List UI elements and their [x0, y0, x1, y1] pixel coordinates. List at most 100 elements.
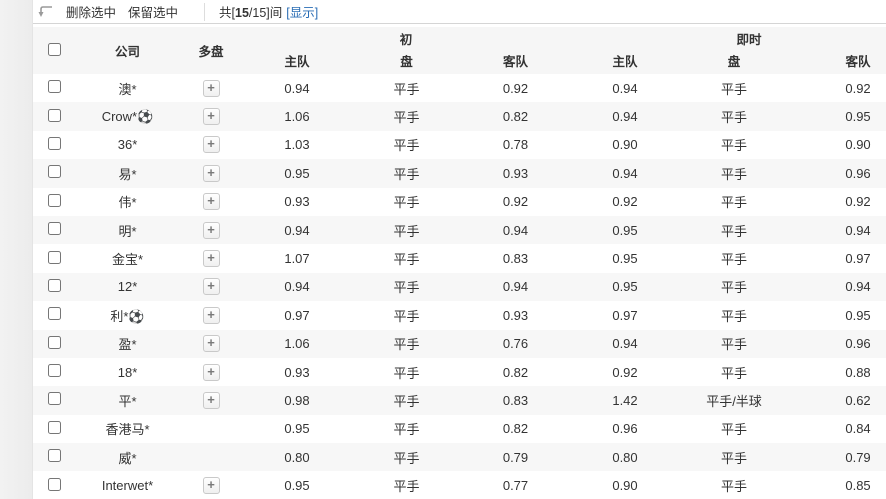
row-checkbox-cell: [33, 74, 75, 102]
row-checkbox-cell: [33, 273, 75, 301]
table-header: 公司 多盘 初 即时 主队 盘 客队 主队 盘 客队: [33, 27, 886, 74]
company-name: 18*: [117, 364, 138, 380]
table-row: 易* +0.95 平手 0.93 0.94 平手 0.96: [33, 159, 886, 188]
row-checkbox[interactable]: [47, 165, 61, 179]
init-home-odds: 1.03: [284, 137, 310, 153]
row-checkbox[interactable]: [47, 250, 61, 264]
init-home-odds: 1.07: [284, 251, 310, 267]
init-home-odds: 1.06: [284, 336, 310, 352]
expand-multi-odds-button[interactable]: +: [202, 108, 220, 126]
keep-selected-button[interactable]: 保留选中: [122, 2, 184, 21]
table-row: Crow*⚽ +1.06 平手 0.82 0.94 平手 0.95: [33, 102, 886, 131]
expand-multi-odds-button[interactable]: +: [202, 250, 220, 268]
table-row: 威* 0.80 平手 0.79 0.80 平手 0.79: [33, 443, 886, 472]
live-away-odds: 0.85: [845, 478, 871, 494]
expand-multi-odds-button[interactable]: +: [202, 193, 220, 211]
init-away-odds: 0.79: [502, 449, 529, 465]
company-name: 利*⚽: [110, 308, 145, 324]
init-handicap: 平手: [393, 81, 420, 97]
multi-odds-cell: +: [180, 102, 242, 130]
expand-multi-odds-button[interactable]: +: [202, 278, 220, 296]
multi-odds-cell: +: [180, 159, 242, 187]
company-name: 36*: [117, 137, 138, 153]
select-all-cell: [33, 27, 75, 74]
init-handicap: 平手: [393, 393, 420, 409]
row-checkbox[interactable]: [47, 335, 61, 349]
expand-multi-odds-button[interactable]: +: [202, 136, 220, 154]
selection-toolbar: 删除选中 保留选中 共[15/15]间 [显示]: [33, 0, 886, 24]
return-arrow-icon[interactable]: [38, 5, 54, 18]
row-checkbox-cell: [33, 386, 75, 414]
init-handicap: 平手: [393, 422, 420, 438]
live-handicap: 平手: [720, 223, 747, 239]
row-checkbox[interactable]: [47, 193, 61, 207]
row-checkbox[interactable]: [47, 108, 61, 122]
delete-selected-button[interactable]: 删除选中: [60, 2, 122, 21]
company-name: 澳*: [118, 81, 137, 97]
company-name: Interwet*: [101, 478, 154, 494]
init-away-odds: 0.82: [502, 109, 529, 125]
column-header-live-home: 主队: [570, 50, 680, 74]
column-header-live-handicap: 盘: [680, 50, 788, 74]
init-away-odds: 0.94: [502, 222, 529, 238]
live-handicap: 平手: [720, 81, 747, 97]
init-handicap: 平手: [393, 252, 420, 268]
row-checkbox[interactable]: [47, 449, 61, 463]
row-checkbox[interactable]: [47, 222, 61, 236]
row-checkbox-cell: [33, 330, 75, 358]
row-checkbox[interactable]: [47, 364, 61, 378]
init-home-odds: 0.98: [284, 392, 310, 408]
expand-multi-odds-button[interactable]: +: [202, 221, 220, 239]
expand-multi-odds-button[interactable]: +: [202, 306, 220, 324]
expand-multi-odds-button[interactable]: +: [202, 164, 220, 182]
init-handicap: 平手: [393, 138, 420, 154]
live-home-odds: 0.96: [612, 421, 638, 437]
company-name: 盈*: [118, 337, 137, 353]
multi-odds-cell: +: [180, 330, 242, 358]
expand-multi-odds-button[interactable]: +: [202, 363, 220, 381]
live-handicap: 平手: [720, 422, 747, 438]
init-away-odds: 0.82: [502, 364, 529, 380]
expand-multi-odds-button[interactable]: +: [202, 79, 220, 97]
group-header-initial: 初: [242, 27, 570, 50]
init-home-odds: 0.97: [284, 307, 310, 323]
expand-multi-odds-button[interactable]: +: [202, 391, 220, 409]
live-away-odds: 0.92: [845, 80, 871, 96]
row-checkbox-cell: [33, 443, 75, 471]
init-handicap: 平手: [393, 450, 420, 466]
init-away-odds: 0.83: [502, 392, 529, 408]
table-row: 盈* +1.06 平手 0.76 0.94 平手 0.96: [33, 329, 886, 358]
company-name: 平*: [118, 393, 137, 409]
column-header-init-away: 客队: [461, 50, 570, 74]
init-handicap: 平手: [393, 308, 420, 324]
company-name: Crow*⚽: [101, 108, 154, 124]
live-handicap: 平手: [720, 308, 747, 324]
live-away-odds: 0.96: [845, 165, 871, 181]
live-away-odds: 0.95: [845, 307, 871, 323]
live-home-odds: 0.90: [612, 137, 638, 153]
expand-multi-odds-button[interactable]: +: [202, 335, 220, 353]
expand-multi-odds-button[interactable]: +: [202, 477, 220, 495]
select-all-checkbox[interactable]: [47, 42, 61, 56]
row-checkbox[interactable]: [47, 307, 61, 321]
init-away-odds: 0.77: [502, 478, 529, 494]
row-checkbox[interactable]: [47, 392, 61, 406]
row-checkbox[interactable]: [47, 80, 61, 94]
row-checkbox[interactable]: [47, 477, 61, 491]
table-row: 明* +0.94 平手 0.94 0.95 平手 0.94: [33, 215, 886, 245]
init-home-odds: 0.95: [284, 165, 310, 181]
live-home-odds: 0.92: [612, 364, 638, 380]
init-handicap: 平手: [393, 166, 420, 182]
bookmaker-count: 共[15/15]间: [219, 6, 283, 20]
live-home-odds: 1.42: [612, 392, 638, 408]
live-handicap: 平手: [720, 138, 747, 154]
live-home-odds: 0.94: [612, 109, 638, 125]
show-link[interactable]: [显示]: [286, 6, 319, 20]
live-handicap: 平手/半球: [706, 393, 762, 409]
table-row: 利*⚽ +0.97 平手 0.93 0.97 平手 0.95: [33, 301, 886, 329]
row-checkbox[interactable]: [47, 420, 61, 434]
multi-odds-cell: +: [180, 216, 242, 244]
row-checkbox[interactable]: [47, 136, 61, 150]
table-row: 香港马* 0.95 平手 0.82 0.96 平手 0.84: [33, 415, 886, 443]
row-checkbox[interactable]: [47, 278, 61, 292]
